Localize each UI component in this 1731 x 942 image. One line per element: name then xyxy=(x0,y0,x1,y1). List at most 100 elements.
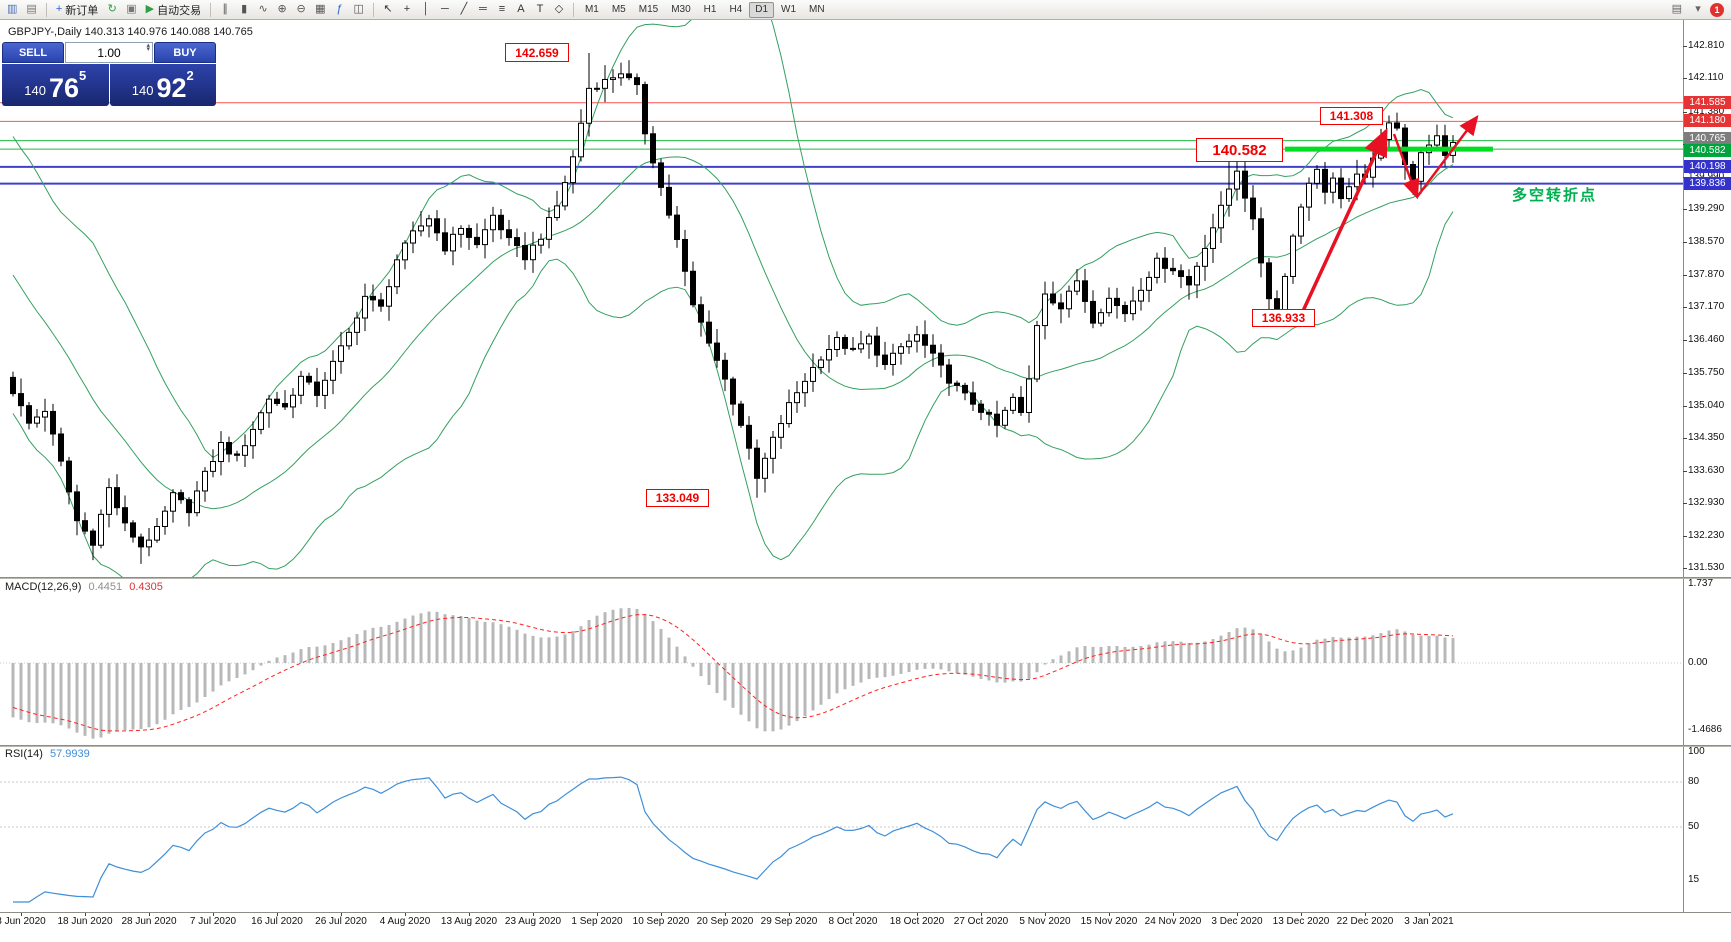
chart-list-icon[interactable]: ▤ xyxy=(1668,1,1686,18)
timeframe-d1[interactable]: D1 xyxy=(749,1,775,18)
bid-big-figure: 140 xyxy=(24,83,46,98)
spinner-down-icon[interactable]: ▾ xyxy=(146,45,150,53)
toolbar-right-group: ▤ ▾ 1 xyxy=(1668,1,1728,18)
timeframe-w1[interactable]: W1 xyxy=(781,4,797,15)
sell-price-button[interactable]: 140 76 5 xyxy=(2,64,109,106)
toolbar-separator xyxy=(45,2,47,17)
chart-ohlc-header: GBPJPY-,Daily 140.313 140.976 140.088 14… xyxy=(8,26,253,38)
label-icon-glyph: T xyxy=(536,3,544,15)
pane-splitter[interactable] xyxy=(0,577,1731,579)
timeframe-h1[interactable]: H1 xyxy=(703,4,717,15)
timeframe-m15[interactable]: M15 xyxy=(638,4,659,15)
refresh-icon[interactable]: ↻ xyxy=(103,1,121,18)
volume-value[interactable]: 1.00 xyxy=(97,45,121,60)
zoom-in-icon[interactable]: ⊕ xyxy=(273,1,291,18)
print-icon[interactable]: ▣ xyxy=(122,1,140,18)
sell-button[interactable]: SELL xyxy=(2,42,64,63)
timeframe-m5[interactable]: M5 xyxy=(611,4,626,15)
trend-arrow[interactable] xyxy=(1416,115,1479,198)
channel-icon-glyph: ═ xyxy=(479,3,487,15)
trendline-icon[interactable]: ╱ xyxy=(455,1,473,18)
cursor-icon-glyph: ↖ xyxy=(383,3,393,15)
timeframe-m30[interactable]: M30 xyxy=(671,4,691,15)
refresh-icon-glyph: ↻ xyxy=(107,3,117,15)
bar-chart-icon[interactable]: ∥ xyxy=(216,1,234,18)
indicators-icon[interactable]: ƒ xyxy=(331,1,349,18)
templates-icon-glyph: ◫ xyxy=(353,3,364,15)
trendline-icon-glyph: ╱ xyxy=(460,3,468,15)
bollinger-middle-band xyxy=(12,156,1454,510)
volume-spinner[interactable]: ▴ ▾ xyxy=(146,42,150,53)
buy-price-button[interactable]: 140 92 2 xyxy=(109,64,216,106)
buy-button[interactable]: BUY xyxy=(154,42,216,63)
rsi-line xyxy=(13,776,1454,903)
tile-windows-icon[interactable]: ▦ xyxy=(311,1,329,18)
new-order-button[interactable]: + 新订单 xyxy=(52,1,102,18)
rsi-name: RSI(14) xyxy=(5,748,43,760)
trend-arrow[interactable] xyxy=(1392,133,1420,200)
ask-big-figure: 140 xyxy=(131,83,154,98)
new-order-button-glyph: + xyxy=(55,3,63,15)
notification-badge[interactable]: 1 xyxy=(1710,2,1724,17)
timeframe-m1[interactable]: M1 xyxy=(584,4,599,15)
new-chart-icon-glyph: ▥ xyxy=(7,3,18,15)
macd-main-value: 0.4451 xyxy=(88,581,123,593)
horizontal-line-icon[interactable]: ─ xyxy=(436,1,454,18)
macd-name: MACD(12,26,9) xyxy=(5,581,82,593)
zoom-in-icon-glyph: ⊕ xyxy=(277,3,287,15)
dropdown-icon[interactable]: ▾ xyxy=(1689,1,1707,18)
channel-icon[interactable]: ═ xyxy=(474,1,492,18)
macd-pane xyxy=(0,607,1683,739)
time-axis-border xyxy=(0,912,1731,913)
print-icon-glyph: ▣ xyxy=(126,3,137,15)
dropdown-icon-glyph: ▾ xyxy=(1695,3,1701,15)
line-chart-icon-glyph: ∿ xyxy=(258,3,268,15)
macd-signal-value: 0.4305 xyxy=(129,581,163,593)
label-icon[interactable]: T xyxy=(531,1,549,18)
horizontal-line-icon-glyph: ─ xyxy=(441,3,449,15)
shapes-icon-glyph: ◇ xyxy=(554,3,564,15)
volume-field[interactable]: 1.00 ▴ ▾ xyxy=(65,42,153,63)
main-chart-pane xyxy=(0,20,1683,577)
crosshair-icon-glyph: + xyxy=(403,3,411,15)
vertical-line-icon-glyph: │ xyxy=(422,3,430,15)
fibonacci-icon[interactable]: ≡ xyxy=(493,1,511,18)
line-chart-icon[interactable]: ∿ xyxy=(254,1,272,18)
rsi-pane xyxy=(0,776,1683,903)
new-chart-icon[interactable]: ▥ xyxy=(3,1,21,18)
profiles-icon[interactable]: ▤ xyxy=(22,1,40,18)
autotrading-button-glyph: ▶ xyxy=(145,3,155,15)
toolbar: ▥ ▤ + 新订单 ↻ ▣ ▶ 自动交易 ∥ ▮ ∿ ⊕ ⊖ ▦ ƒ ◫ ↖ + │ ─ ╱ ═ ≡ A T ◇ M1 M5 M15 M3… xyxy=(0,0,1731,20)
autotrading-button[interactable]: ▶ 自动交易 xyxy=(142,1,205,18)
bid-pips: 76 xyxy=(48,73,79,104)
pane-splitter[interactable] xyxy=(0,745,1731,747)
templates-icon[interactable]: ◫ xyxy=(350,1,368,18)
zoom-out-icon[interactable]: ⊖ xyxy=(292,1,310,18)
new-order-button-label: 新订单 xyxy=(65,4,99,17)
rsi-indicator-label: RSI(14) 57.9939 xyxy=(5,748,90,760)
shapes-icon[interactable]: ◇ xyxy=(550,1,568,18)
timeframe-h4[interactable]: H4 xyxy=(729,4,743,15)
tile-windows-icon-glyph: ▦ xyxy=(315,3,326,15)
vertical-line-icon[interactable]: │ xyxy=(417,1,435,18)
ask-point: 2 xyxy=(186,68,194,83)
toolbar-separator xyxy=(210,2,212,17)
fibonacci-icon-glyph: ≡ xyxy=(498,3,506,15)
bollinger-lower-band xyxy=(12,211,1454,577)
indicators-icon-glyph: ƒ xyxy=(336,3,343,15)
bid-point: 5 xyxy=(79,68,87,83)
candlestick-chart-icon[interactable]: ▮ xyxy=(235,1,253,18)
crosshair-icon[interactable]: + xyxy=(398,1,416,18)
macd-signal-line xyxy=(12,614,1454,732)
trend-arrow[interactable] xyxy=(1295,127,1388,325)
text-icon[interactable]: A xyxy=(512,1,530,18)
toolbar-separator xyxy=(572,2,574,17)
ask-pips: 92 xyxy=(156,73,187,104)
macd-indicator-label: MACD(12,26,9) 0.4451 0.4305 xyxy=(5,581,163,593)
rsi-value: 57.9939 xyxy=(49,748,90,760)
spinner-up-icon[interactable]: ▴ xyxy=(146,42,150,49)
cursor-icon[interactable]: ↖ xyxy=(379,1,397,18)
timeframe-mn[interactable]: MN xyxy=(809,4,825,15)
